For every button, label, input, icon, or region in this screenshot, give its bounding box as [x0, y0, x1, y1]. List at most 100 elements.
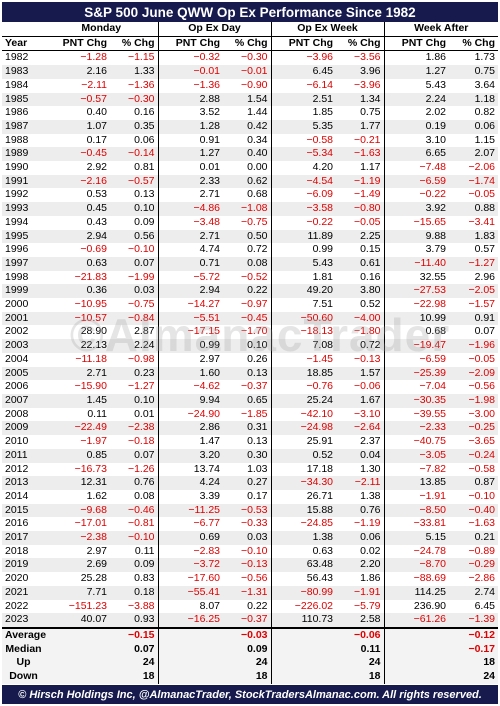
value-cell: 0.01: [134, 407, 155, 420]
value-cell: −2.38: [45, 531, 110, 545]
value-cell: 3.80: [336, 284, 385, 299]
year-cell: 1996: [5, 243, 29, 256]
value-cell: −17.60: [157, 572, 224, 586]
table-row: 2012 −16.73 −1.26 13.74 1.03 17.18 1.30 −7.82 −0…: [2, 462, 498, 477]
value-cell: 0.76: [110, 476, 159, 490]
value-cell: 5.43: [270, 256, 337, 271]
year-cell: 2014: [5, 489, 29, 502]
value-cell: −0.33: [240, 517, 268, 530]
value-cell: 10.99: [383, 311, 450, 326]
summary-value: −0.03: [223, 626, 272, 643]
summary-value: [383, 656, 450, 671]
summary-row: Median 0.07 0.09 0.11 −0.17: [2, 642, 499, 657]
value-cell: 2.94: [157, 284, 224, 299]
table-row: 2021 7.71 0.18 −55.41 −1.31 −80.99 −1.91 114.25…: [2, 585, 499, 600]
column-header: % Chg: [110, 36, 159, 52]
value-cell: 2.97: [157, 352, 224, 367]
value-cell: 1.45: [45, 393, 110, 408]
table-row: 2004 −11.18 −0.98 2.97 0.26 −1.45 −0.13 −6.59 −0…: [2, 352, 498, 367]
value-cell: 0.76: [336, 503, 385, 518]
value-cell: 1.27: [383, 65, 450, 79]
value-cell: 28.90: [80, 325, 107, 338]
summary-value: 18: [223, 670, 272, 684]
summary-value: 18: [449, 656, 499, 671]
value-cell: −3.10: [353, 407, 381, 420]
value-cell: −0.30: [240, 51, 268, 64]
value-cell: 0.75: [360, 106, 381, 119]
value-cell: 0.34: [247, 133, 268, 146]
table-row: 1984 −2.11 −1.36 −1.36 −0.90 −6.14 −3.96 5.43 3.…: [2, 78, 498, 93]
value-cell: 0.08: [134, 489, 155, 502]
summary-row: Up 24 24 24 18: [2, 656, 499, 671]
value-cell: 0.22: [223, 284, 272, 299]
value-cell: −0.37: [223, 613, 272, 628]
value-cell: 1.81: [270, 270, 337, 285]
year-cell: 1994: [5, 215, 29, 228]
value-cell: −0.58: [468, 462, 496, 475]
value-cell: 2.24: [110, 339, 159, 353]
value-cell: 2.92: [86, 161, 107, 174]
value-cell: −0.75: [127, 298, 155, 311]
year-cell: 2013: [2, 476, 45, 490]
table-row: 1986 0.40 0.16 3.52 1.44 1.85 0.75 2.02 0.82: [2, 106, 498, 120]
value-cell: 2.33: [157, 174, 224, 189]
value-cell: 1.60: [157, 366, 224, 381]
value-cell: 3.39: [157, 489, 224, 504]
summary-row: Down 18 18 18 24: [2, 670, 499, 684]
value-cell: −5.34: [270, 147, 337, 162]
value-cell: 0.68: [247, 188, 268, 201]
value-cell: −3.72: [157, 558, 224, 573]
value-cell: 1.38: [270, 531, 337, 545]
table-row: 1996 −0.69 −0.10 4.74 0.72 0.99 0.15 3.79 0.57: [2, 243, 498, 257]
value-cell: 5.43: [383, 78, 450, 93]
group-header-row: Monday Op Ex Day Op Ex Week Week After: [2, 22, 499, 37]
summary-value: [157, 642, 224, 657]
value-cell: 7.08: [270, 339, 337, 353]
value-cell: 1.47: [157, 435, 224, 449]
value-cell: 114.25: [383, 585, 450, 600]
value-cell: −3.88: [127, 599, 155, 612]
summary-value: [383, 626, 450, 643]
column-header: PNT Chg: [45, 36, 110, 52]
table-row: 1994 0.43 0.09 −3.48 −0.75 −0.22 −0.05 −15.65 −3…: [2, 215, 498, 230]
value-cell: 0.91: [157, 133, 224, 148]
value-cell: 8.07: [157, 599, 224, 614]
value-cell: 4.24: [157, 476, 224, 490]
year-cell: 1983: [2, 65, 45, 79]
value-cell: −1.99: [127, 270, 155, 283]
year-cell: 2016: [5, 517, 29, 530]
value-cell: −7.82: [383, 462, 450, 477]
value-cell: 1.28: [157, 119, 224, 134]
value-cell: 3.20: [157, 448, 224, 463]
value-cell: −1.31: [223, 585, 272, 600]
value-cell: 5.15: [383, 531, 450, 545]
value-cell: −3.58: [270, 202, 337, 216]
value-cell: 0.42: [223, 119, 272, 134]
value-cell: 0.65: [223, 393, 272, 408]
value-cell: 2.94: [45, 229, 110, 244]
value-cell: −55.41: [157, 585, 224, 600]
value-cell: 2.71: [157, 229, 224, 244]
year-cell: 1985: [2, 92, 45, 107]
value-cell: −21.83: [74, 270, 107, 283]
value-cell: 236.90: [383, 599, 450, 614]
value-cell: 0.07: [474, 325, 496, 338]
value-cell: −5.51: [157, 311, 224, 326]
table-row: 1989 −0.45 −0.14 1.27 0.40 −5.34 −1.63 6.65 2.07: [2, 147, 499, 162]
value-cell: 2.24: [383, 92, 450, 107]
value-cell: −0.46: [110, 503, 159, 518]
value-cell: −0.37: [240, 380, 268, 393]
year-cell: 2000: [5, 298, 29, 311]
value-cell: 0.75: [449, 65, 499, 79]
value-cell: −0.57: [45, 92, 110, 107]
value-cell: −0.18: [127, 435, 155, 448]
value-cell: −226.02: [270, 599, 337, 614]
value-cell: −2.05: [449, 284, 499, 299]
table-row: 1988 0.17 0.06 0.91 0.34 −0.58 −0.21 3.10 1.15: [2, 133, 498, 148]
year-cell: 1992: [5, 188, 29, 201]
value-cell: 0.16: [360, 270, 381, 283]
table-row: 1985 −0.57 −0.30 2.88 1.54 2.51 1.34 2.24 1.18: [2, 92, 499, 107]
value-cell: −7.48: [383, 161, 450, 175]
year-cell: 2023: [2, 613, 45, 628]
table-row: 2005 2.71 0.23 1.60 0.13 18.85 1.57 −25.39 −2.09: [2, 366, 499, 381]
